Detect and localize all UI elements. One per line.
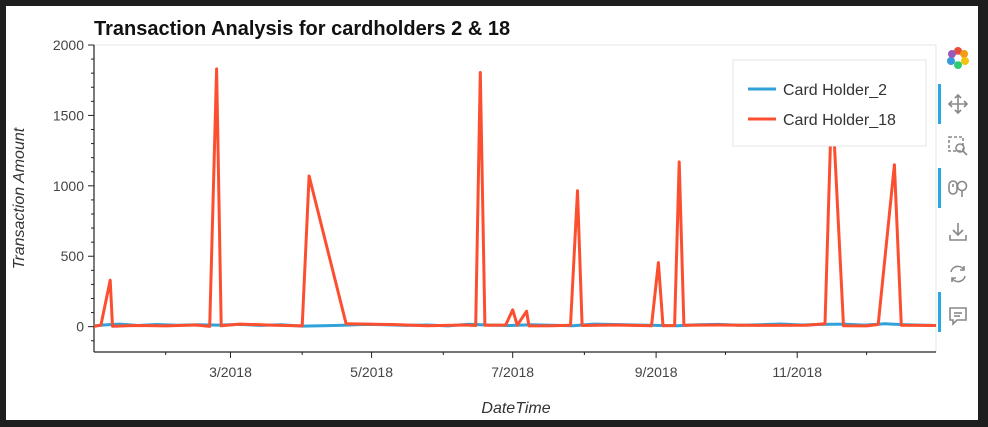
x-tick-label: 9/2018 (635, 364, 678, 380)
y-tick-label: 2000 (53, 37, 84, 53)
y-axis-label: Transaction Amount (11, 127, 28, 269)
reset-icon[interactable] (946, 262, 970, 286)
x-tick-label: 3/2018 (209, 364, 252, 380)
pan-active-indicator (938, 84, 941, 124)
series-layer (93, 67, 937, 328)
legend-label-2: Card Holder_18 (783, 112, 896, 129)
legend-label-1: Card Holder_2 (783, 82, 887, 99)
x-tick-label: 5/2018 (350, 364, 393, 380)
wheel-zoom-icon[interactable] (946, 176, 970, 200)
y-tick-label: 1500 (53, 107, 84, 123)
chart-title: Transaction Analysis for cardholders 2 &… (94, 18, 510, 40)
series-line-2 (93, 67, 937, 328)
legend-box (732, 59, 927, 147)
save-icon[interactable] (946, 220, 970, 244)
box-zoom-icon[interactable] (946, 134, 970, 158)
y-axis: 0 500 1000 1500 2000 (53, 37, 95, 352)
x-axis-label: DateTime (481, 400, 550, 417)
pan-icon[interactable] (946, 92, 970, 116)
chart-svg: Transaction Analysis for cardholders 2 &… (11, 18, 937, 417)
legend[interactable]: Card Holder_2 Card Holder_18 (732, 59, 927, 147)
bokeh-logo-icon[interactable] (946, 46, 970, 70)
x-axis: 3/2018 5/2018 7/2018 9/2018 11/2018 (94, 351, 936, 380)
wheel-zoom-active-indicator (938, 168, 941, 208)
hover-icon[interactable] (946, 304, 970, 328)
y-tick-label: 1000 (53, 178, 84, 194)
y-tick-label: 0 (76, 319, 84, 335)
hover-active-indicator (938, 292, 941, 332)
chart-frame: Transaction Analysis for cardholders 2 &… (6, 6, 978, 420)
toolbar (938, 42, 978, 342)
x-tick-label: 7/2018 (491, 364, 534, 380)
x-tick-label: 11/2018 (772, 364, 822, 380)
y-tick-label: 500 (61, 248, 85, 264)
